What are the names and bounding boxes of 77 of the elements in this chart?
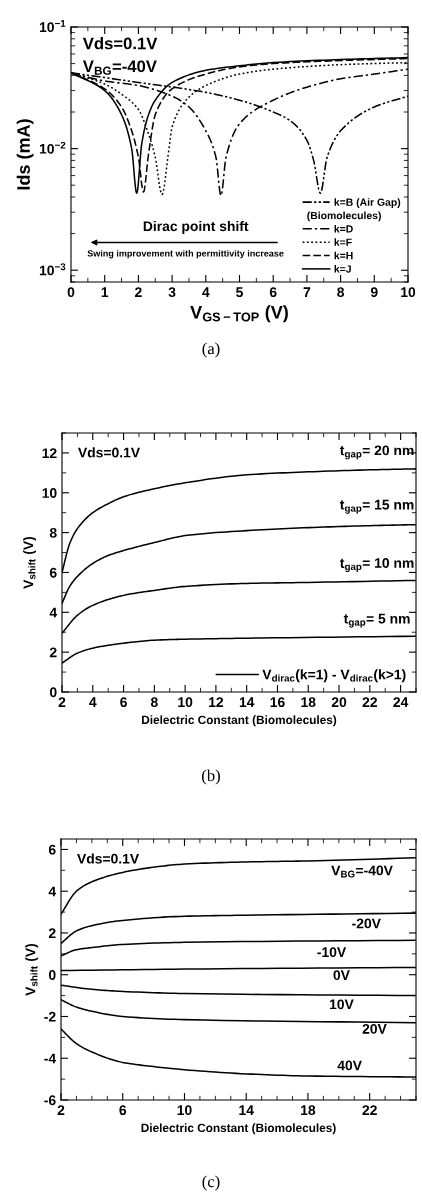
x-tick-label: 4 (89, 697, 97, 707)
annotation: Dirac point shift (143, 220, 249, 234)
annotation: t$_{gap}$= 5 nm (343, 613, 410, 628)
y-tick-label: 6 (49, 567, 57, 578)
x-tick-label: 22 (362, 697, 377, 707)
x-tick-label: 22 (362, 1105, 377, 1115)
annotation: -20V (352, 918, 381, 929)
x-tick-label: 2 (135, 287, 142, 297)
x-tick-label: 1 (101, 287, 109, 297)
y-tick-label: 4 (48, 886, 57, 897)
y-tick-label: -2 (44, 1011, 56, 1022)
text: (a) (202, 342, 220, 358)
y-tick-label: -6 (44, 1095, 56, 1106)
legend-label: k=B (Air Gap) (334, 198, 401, 208)
y-axis-title: Ids (mA) (16, 119, 34, 190)
annotation: Vds=0.1V (78, 447, 140, 458)
x-tick-label: 6 (120, 697, 127, 708)
y-tick-label: 0 (48, 970, 56, 980)
y-tick-label: 10 (42, 488, 57, 498)
y-tick-label: 12 (42, 448, 57, 458)
legend-label: k=D (334, 224, 353, 233)
y-axis-title: V$_{shift}$ (V) (23, 536, 37, 589)
legend-label: k=H (334, 251, 353, 260)
x-tick-label: 10 (401, 287, 416, 298)
x-tick-label: 20 (331, 697, 347, 708)
y-tick-label: 10$^{−2}$ (39, 141, 66, 154)
x-axis-title: Dielectric Constant (Biomolecules) (142, 715, 337, 727)
legend-label: k=J (334, 265, 351, 273)
annotation: (Biomolecules) (307, 211, 381, 222)
y-tick-label: 10$^{−1}$ (39, 20, 66, 33)
x-tick-label: 14 (239, 1105, 254, 1115)
annotation: t$_{gap}$= 10 nm (339, 558, 414, 573)
x-axis-title: Dielectric Constant (Biomolecules) (141, 1123, 336, 1135)
x-tick-label: 0 (67, 287, 75, 298)
y-tick-label: 0 (49, 687, 57, 698)
x-tick-label: 12 (209, 697, 224, 707)
x-tick-label: 14 (239, 697, 255, 707)
x-tick-label: 7 (303, 287, 311, 297)
y-tick-label: 10$^{−3}$ (39, 263, 66, 276)
annotation: 40V (337, 1060, 362, 1071)
x-tick-label: 4 (202, 287, 210, 297)
y-tick-label: 2 (48, 928, 56, 938)
y-axis-title: V$_{shift}$ (V) (25, 943, 39, 996)
x-tick-label: 10 (177, 1105, 192, 1116)
x-axis-title: V$_{GS−TOP}$ (V) (190, 305, 288, 323)
annotation: Vds=0.1V (82, 37, 158, 50)
annotation: 10V (329, 999, 354, 1010)
y-tick-label: 6 (48, 844, 56, 855)
y-tick-label: -4 (44, 1053, 57, 1064)
x-tick-label: 3 (168, 287, 176, 298)
x-tick-label: 10 (178, 697, 193, 708)
x-tick-label: 6 (269, 287, 277, 298)
y-tick-label: 8 (49, 527, 57, 538)
annotation: V$_{BG}$=-40V (331, 865, 393, 878)
x-tick-label: 5 (236, 287, 243, 298)
annotation: V$_{BG}$=-40V (82, 60, 157, 75)
annotation: Vds=0.1V (77, 853, 140, 864)
x-tick-label: 8 (337, 287, 345, 298)
x-tick-label: 24 (393, 697, 409, 707)
x-tick-label: 6 (119, 1105, 127, 1116)
x-tick-label: 18 (301, 1105, 316, 1116)
text: (b) (202, 769, 220, 785)
x-tick-label: 8 (150, 697, 158, 708)
x-tick-label: 18 (301, 697, 316, 708)
annotation: -10V (317, 947, 347, 958)
annotation: Swing improvement with permittivity increase (87, 249, 284, 259)
annotation: 0V (333, 970, 350, 981)
text: (c) (202, 1175, 220, 1191)
annotation: 20V (362, 1023, 387, 1034)
x-tick-label: 16 (270, 697, 285, 708)
y-tick-label: 2 (49, 647, 57, 658)
legend-label: V$_{dirac}$(k=1) - V$_{dirac}$(k>1) (262, 669, 406, 683)
annotation: t$_{gap}$= 20 nm (339, 445, 414, 460)
legend-label: k=F (334, 238, 352, 246)
y-tick-label: 4 (49, 607, 58, 618)
annotation: t$_{gap}$= 15 nm (339, 499, 414, 514)
x-tick-label: 9 (370, 287, 378, 298)
